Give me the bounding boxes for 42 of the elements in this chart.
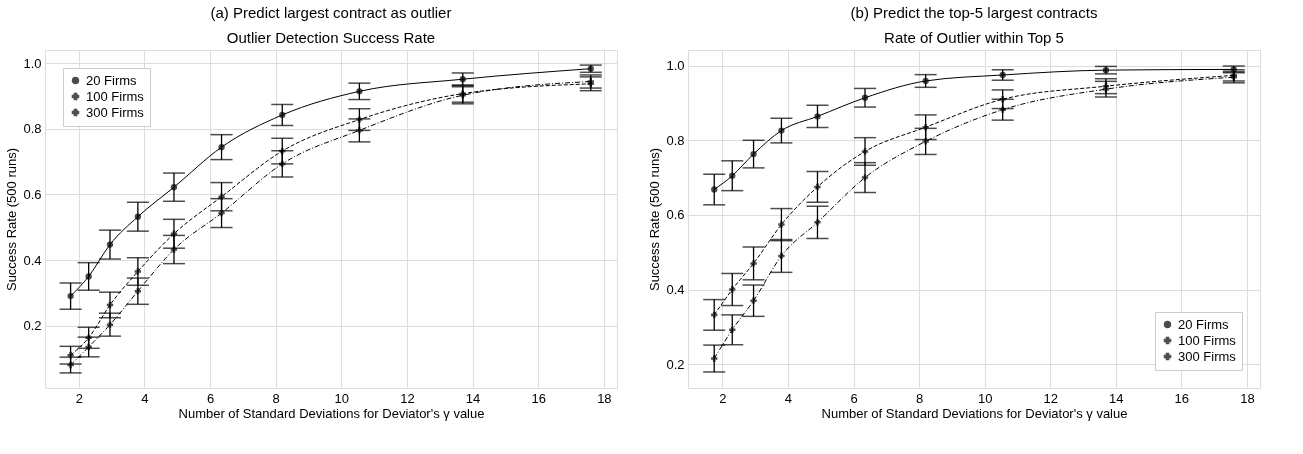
y-axis-title: Success Rate (500 runs) [4, 147, 20, 292]
legend-label: 20 Firms [86, 72, 138, 88]
legend-label: 100 Firms [1178, 332, 1237, 348]
x-tick-label: 4 [141, 390, 149, 406]
y-axis-title: Success Rate (500 runs) [647, 147, 663, 292]
x-tick-label: 12 [400, 390, 415, 406]
y-tick-label: 0.2 [23, 318, 42, 334]
y-tick-label: 0.6 [666, 207, 685, 223]
x-tick-label: 10 [334, 390, 350, 406]
y-tick-label: 0.4 [666, 282, 685, 298]
x-tick-label: 12 [1043, 390, 1058, 406]
x-tick-label: 10 [977, 390, 993, 406]
x-tick-label: 6 [850, 390, 858, 406]
x-tick-label: 8 [915, 390, 924, 406]
x-tick-label: 8 [272, 390, 280, 406]
x-tick-label: 16 [1174, 390, 1190, 406]
chart-subtitle: Outlier Detection Success Rate [226, 29, 436, 46]
legend-label: 300 Firms [86, 104, 145, 120]
x-tick-label: 2 [75, 390, 83, 406]
y-tick-label: 1.0 [23, 55, 42, 71]
x-tick-label: 2 [719, 390, 727, 406]
legend-label: 20 Firms [1178, 316, 1230, 332]
legend-label: 300 Firms [1178, 348, 1237, 364]
x-tick-label: 6 [206, 390, 215, 406]
y-tick-label: 0.2 [666, 356, 685, 372]
y-tick-label: 0.4 [23, 252, 42, 268]
chart-title: (b) Predict the top-5 largest contracts [850, 4, 1098, 21]
x-tick-label: 14 [465, 390, 481, 406]
x-axis-title: Number of Standard Deviations for Deviator's γ value [178, 405, 485, 421]
x-tick-label: 14 [1109, 390, 1124, 406]
y-tick-label: 0.6 [23, 186, 42, 202]
x-tick-label: 4 [784, 390, 793, 406]
x-axis-title: Number of Standard Deviations for Deviator's γ value [821, 405, 1128, 421]
legend-label: 100 Firms [86, 88, 145, 104]
chart-subtitle: Rate of Outlier within Top 5 [884, 29, 1064, 46]
x-tick-label: 16 [531, 390, 546, 406]
x-tick-label: 18 [597, 390, 612, 406]
y-tick-label: 0.8 [23, 121, 42, 137]
y-tick-label: 0.8 [666, 132, 685, 148]
chart-title: (a) Predict largest contract as outlier [210, 4, 452, 21]
x-tick-label: 18 [1240, 390, 1255, 406]
y-tick-label: 1.0 [666, 58, 685, 74]
